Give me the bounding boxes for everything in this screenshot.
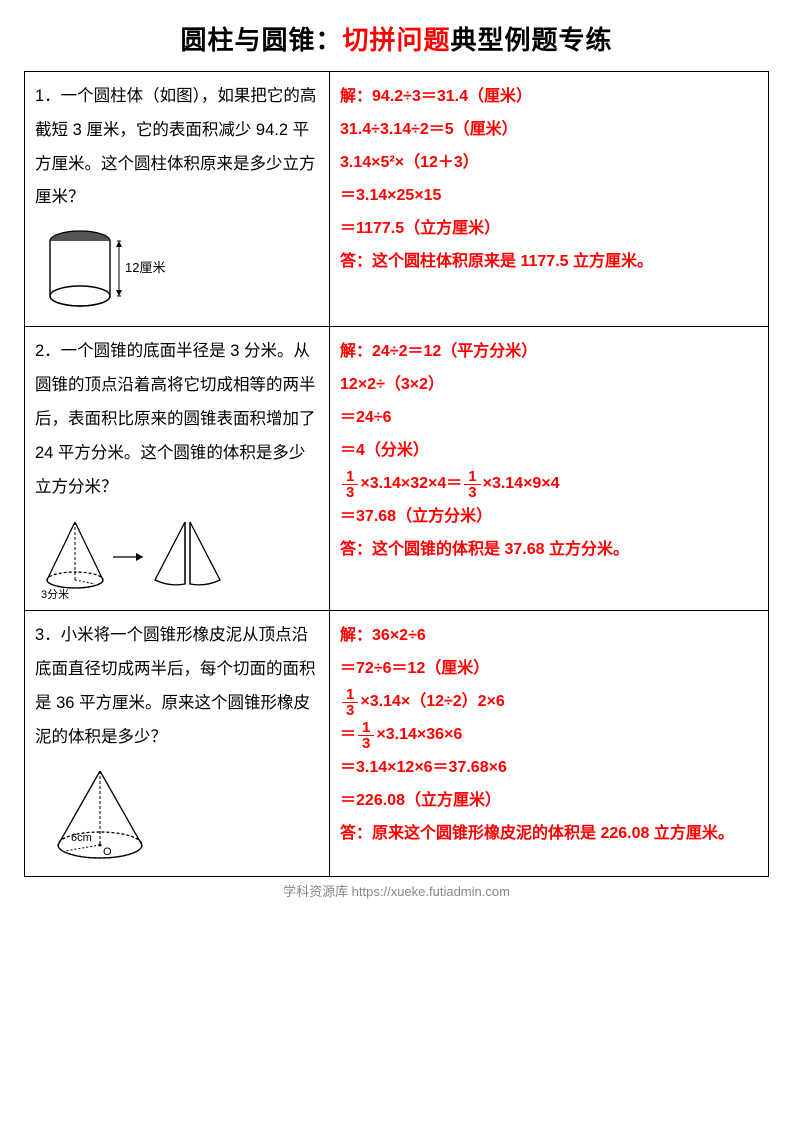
cone3-radius-label: 6cm <box>71 832 92 844</box>
footer-text: 学科资源库 https://xueke.futiadmin.com <box>24 881 769 900</box>
answer-line: ＝1177.5（立方厘米） <box>340 213 758 245</box>
answer-line: 31.4÷3.14÷2＝5（厘米） <box>340 114 758 146</box>
title-highlight: 切拼问题 <box>342 25 450 55</box>
question-cell-2: 2．一个圆锥的底面半径是 3 分米。从圆锥的顶点沿着高将它切成相等的两半后，表面… <box>25 327 330 611</box>
cylinder-height-label: 12厘米 <box>125 260 165 275</box>
answer-block: 解：94.2÷3＝31.4（厘米）31.4÷3.14÷2＝5（厘米）3.14×5… <box>340 81 758 278</box>
answer-line: ＝13×3.14×36×6 <box>340 719 758 751</box>
answer-line: 解：24÷2＝12（平方分米） <box>340 336 758 368</box>
question-text: 3．小米将一个圆锥形橡皮泥从顶点沿底面直径切成两半后，每个切面的面积是 36 平… <box>35 619 319 754</box>
answer-cell-2: 解：24÷2＝12（平方分米）12×2÷（3×2）＝24÷6＝4（分米）13×3… <box>330 327 769 611</box>
answer-line: ＝3.14×25×15 <box>340 180 758 212</box>
title-pre: 圆柱与圆锥： <box>180 25 342 55</box>
answer-line: 答：这个圆柱体积原来是 1177.5 立方厘米。 <box>340 246 758 278</box>
answer-cell-3: 解：36×2÷6＝72÷6＝12（厘米）13×3.14×（12÷2）2×6＝13… <box>330 611 769 876</box>
problems-table: 1．一个圆柱体（如图），如果把它的高截短 3 厘米，它的表面积减少 94.2 平… <box>24 71 769 877</box>
table-row: 3．小米将一个圆锥形橡皮泥从顶点沿底面直径切成两半后，每个切面的面积是 36 平… <box>25 611 769 876</box>
question-text: 2．一个圆锥的底面半径是 3 分米。从圆锥的顶点沿着高将它切成相等的两半后，表面… <box>35 335 319 504</box>
question-text: 1．一个圆柱体（如图），如果把它的高截短 3 厘米，它的表面积减少 94.2 平… <box>35 80 319 215</box>
page-title: 圆柱与圆锥：切拼问题典型例题专练 <box>24 20 769 57</box>
answer-line: ＝72÷6＝12（厘米） <box>340 653 758 685</box>
answer-line: 答：原来这个圆锥形橡皮泥的体积是 226.08 立方厘米。 <box>340 818 758 850</box>
answer-line: ＝24÷6 <box>340 402 758 434</box>
question-cell-1: 1．一个圆柱体（如图），如果把它的高截短 3 厘米，它的表面积减少 94.2 平… <box>25 72 330 327</box>
answer-line: ＝4（分米） <box>340 435 758 467</box>
answer-line: 12×2÷（3×2） <box>340 369 758 401</box>
diagram-cone-split: 3分米 <box>35 512 319 602</box>
answer-line: 解：94.2÷3＝31.4（厘米） <box>340 81 758 113</box>
answer-line: ＝37.68（立方分米） <box>340 501 758 533</box>
diagram-cylinder: 12厘米 <box>35 223 319 318</box>
answer-block: 解：36×2÷6＝72÷6＝12（厘米）13×3.14×（12÷2）2×6＝13… <box>340 620 758 850</box>
diagram-cone-radius: 6cm O <box>35 763 319 868</box>
answer-line: ＝3.14×12×6＝37.68×6 <box>340 752 758 784</box>
answer-line: 答：这个圆锥的体积是 37.68 立方分米。 <box>340 534 758 566</box>
cone-radius-label: 3分米 <box>41 588 69 601</box>
answer-line: 13×3.14×（12÷2）2×6 <box>340 686 758 718</box>
answer-line: 解：36×2÷6 <box>340 620 758 652</box>
question-cell-3: 3．小米将一个圆锥形橡皮泥从顶点沿底面直径切成两半后，每个切面的面积是 36 平… <box>25 611 330 876</box>
answer-cell-1: 解：94.2÷3＝31.4（厘米）31.4÷3.14÷2＝5（厘米）3.14×5… <box>330 72 769 327</box>
table-row: 2．一个圆锥的底面半径是 3 分米。从圆锥的顶点沿着高将它切成相等的两半后，表面… <box>25 327 769 611</box>
cone3-center-label: O <box>103 846 112 858</box>
answer-line: ＝226.08（立方厘米） <box>340 785 758 817</box>
table-row: 1．一个圆柱体（如图），如果把它的高截短 3 厘米，它的表面积减少 94.2 平… <box>25 72 769 327</box>
answer-line: 13×3.14×32×4＝13×3.14×9×4 <box>340 468 758 500</box>
title-post: 典型例题专练 <box>451 25 613 55</box>
answer-line: 3.14×5²×（12＋3） <box>340 147 758 179</box>
answer-block: 解：24÷2＝12（平方分米）12×2÷（3×2）＝24÷6＝4（分米）13×3… <box>340 336 758 566</box>
